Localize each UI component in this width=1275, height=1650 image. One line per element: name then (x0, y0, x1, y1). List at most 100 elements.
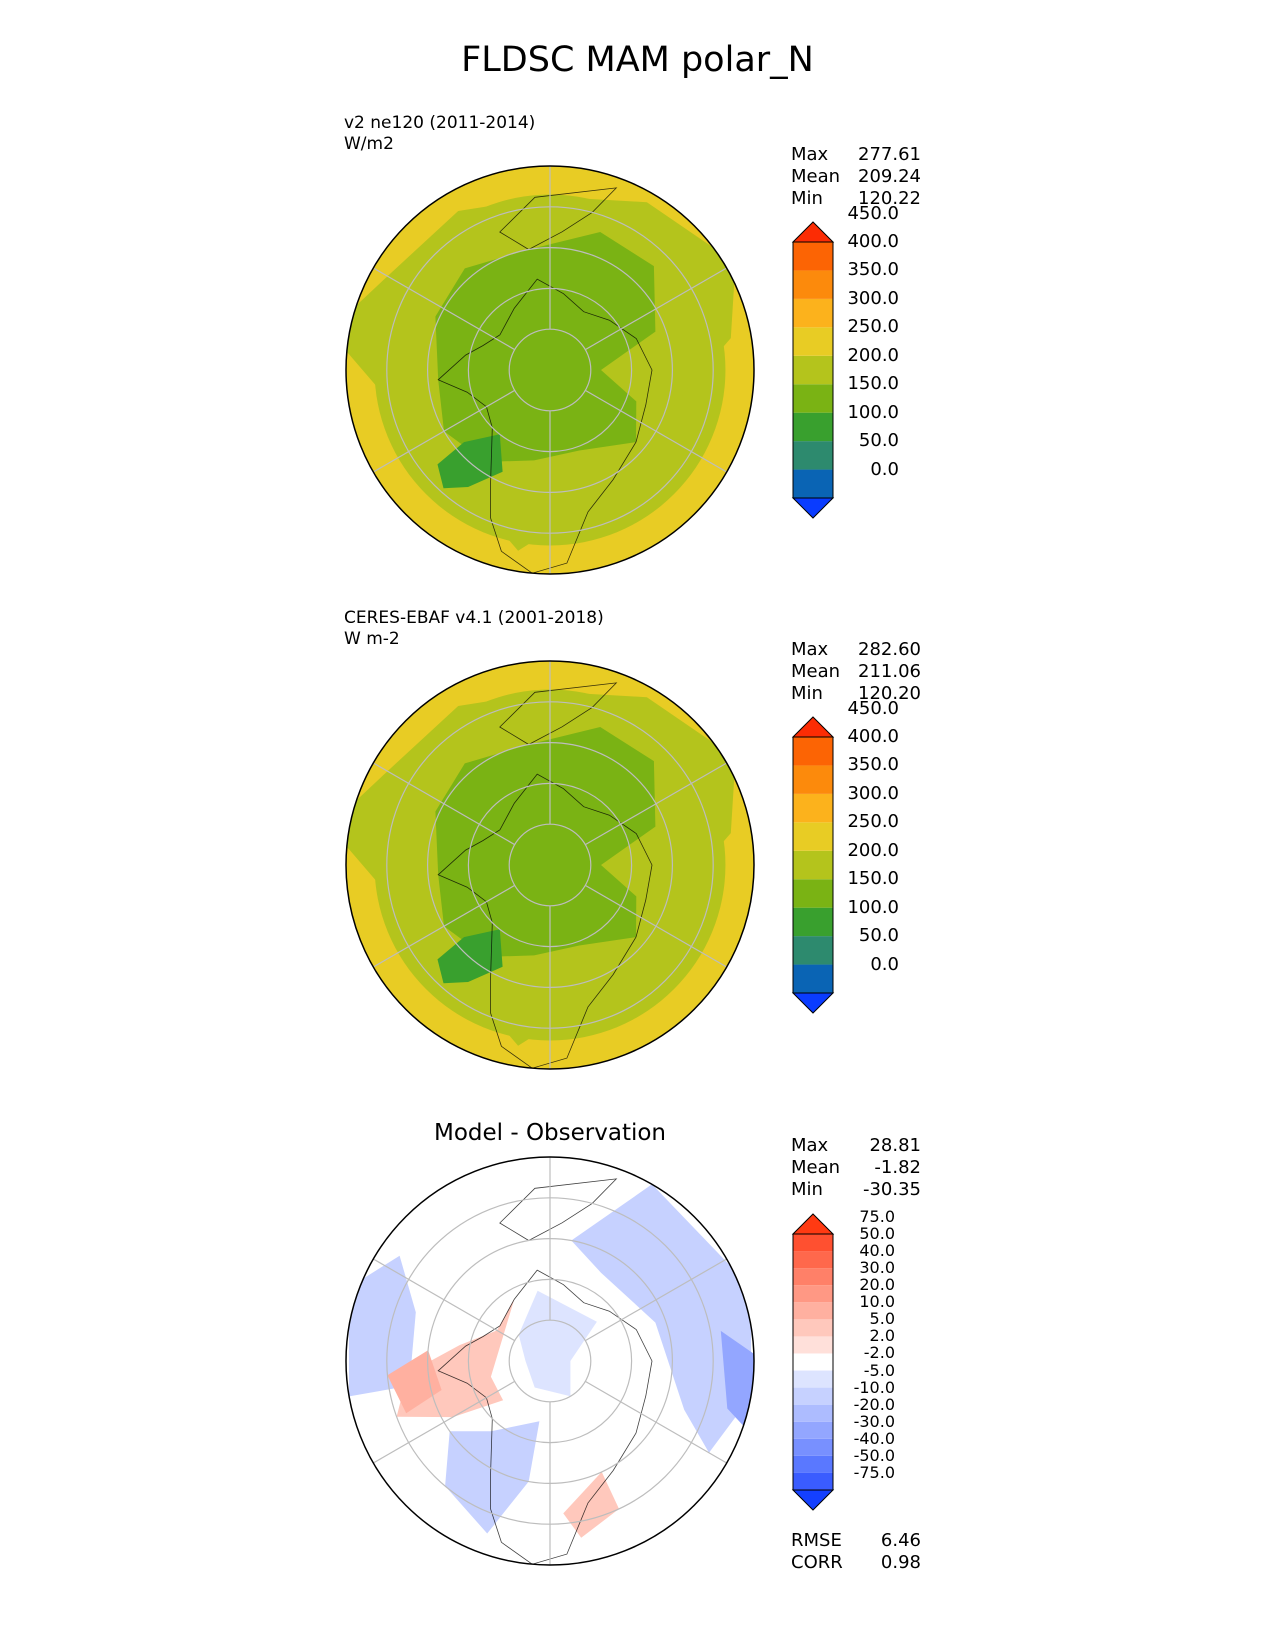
colorbar-tick-label: 400.0 (847, 231, 899, 252)
colorbar-tick-label: 75.0 (859, 1206, 895, 1226)
mean-label: Mean (791, 166, 841, 187)
colorbar-tick-label: 250.0 (847, 316, 899, 338)
colorbar-box (793, 822, 833, 851)
colorbar-tick-label: -40.0 (853, 1428, 895, 1448)
colorbar-box (793, 298, 833, 328)
colorbar-tick-label: -30.0 (853, 1411, 895, 1431)
rmse-label: RMSE (791, 1530, 842, 1551)
colorbar-box (793, 737, 833, 766)
colorbar-box (793, 1336, 833, 1354)
min-value: 120.22 (858, 188, 921, 209)
colorbar-under-tip (791, 992, 835, 1014)
corr-value: 0.98 (880, 1552, 921, 1573)
colorbar-tick-label: 100.0 (847, 401, 899, 423)
colorbar-box (793, 384, 833, 413)
map-boundary (345, 165, 755, 575)
colorbar-tick-label: 40.0 (859, 1241, 895, 1261)
colorbar-tick-label: 100.0 (847, 896, 899, 918)
colorbar-box (793, 469, 833, 498)
colorbar-box (793, 1387, 833, 1405)
diff-metrics: RMSE 6.46 CORR 0.98 (791, 1530, 921, 1574)
colorbar-tick-label: -50.0 (853, 1445, 895, 1465)
colorbar-tick-label: 350.0 (847, 754, 899, 776)
max-value: 28.81 (869, 1135, 921, 1156)
coastline (499, 187, 618, 250)
diff-neg-region-west (348, 1255, 416, 1397)
colorbar-box (793, 1251, 833, 1269)
colorbar-box (793, 1404, 833, 1422)
diff-pos-region-south (563, 1471, 619, 1538)
colorbar-box (793, 1472, 833, 1490)
map-field (346, 661, 754, 1069)
colorbar-box (793, 1234, 833, 1252)
figure-title: FLDSC MAM polar_N (461, 40, 814, 80)
colorbar-tick-label: 300.0 (847, 782, 899, 804)
colorbar-box (793, 1268, 833, 1286)
map-boundary (345, 1156, 755, 1566)
latitude-circle (508, 823, 592, 907)
colorbar-tick-label: 2.0 (869, 1326, 895, 1346)
colorbar-tick-label: -2.0 (863, 1343, 895, 1363)
min-label: Min (791, 683, 823, 704)
model-polar-map (345, 165, 755, 575)
colorbar-box (793, 1302, 833, 1320)
colorbar-box (793, 1319, 833, 1337)
map-field (346, 1157, 754, 1565)
max-value: 282.60 (858, 639, 921, 660)
colorbar-tick-label: 400.0 (847, 726, 899, 747)
meridian-line (585, 1380, 727, 1464)
diff-neg-region-south (445, 1421, 540, 1534)
colorbar-tick-label: 0.0 (870, 953, 899, 975)
map-boundary (345, 660, 755, 1070)
diff-stats: Max 28.81 Mean -1.82 Min -30.35 (791, 1135, 921, 1201)
colorbar-tick-label: 10.0 (859, 1292, 895, 1312)
diff-polar-map (345, 1156, 755, 1566)
colorbar-box (793, 412, 833, 442)
diff-colorbar (791, 1213, 835, 1511)
meridian-line (585, 1258, 727, 1342)
max-label: Max (791, 639, 829, 660)
meridian-line (585, 267, 727, 351)
colorbar-over-tip (791, 716, 835, 738)
model-panel-label: v2 ne120 (2011-2014) W/m2 (344, 113, 535, 155)
colorbar-box (793, 327, 833, 356)
min-label: Min (791, 188, 823, 209)
colorbar-under-tip (791, 497, 835, 519)
diff-panel-title: Model - Observation (433, 1120, 667, 1146)
colorbar-tick-label: 200.0 (847, 344, 899, 366)
colorbar-tick-label: 200.0 (847, 839, 899, 861)
rmse-value: 6.46 (880, 1530, 921, 1551)
meridian-line (373, 389, 515, 473)
model-label-line1: v2 ne120 (2011-2014) (344, 113, 536, 133)
colorbar-box (793, 907, 833, 937)
colorbar-frame (792, 1233, 834, 1491)
meridian-line (373, 1258, 515, 1342)
obs-label-line2: W m-2 (344, 629, 400, 649)
colorbar-tick-label: 350.0 (847, 259, 899, 281)
colorbar-frame (792, 736, 834, 994)
mean-label: Mean (791, 661, 841, 682)
colorbar-box (793, 1438, 833, 1456)
min-value: 120.20 (858, 683, 921, 704)
model-colorbar (791, 221, 835, 519)
colorbar-box (793, 1455, 833, 1473)
colorbar-tick-label: 450.0 (847, 697, 899, 719)
coastline (499, 1178, 618, 1241)
colorbar-tick-label: 150.0 (847, 868, 899, 890)
mean-value: 209.24 (858, 166, 921, 187)
colorbar-box (793, 270, 833, 299)
obs-colorbar (791, 716, 835, 1014)
colorbar-box (793, 355, 833, 385)
colorbar-box (793, 879, 833, 908)
model-label-line2: W/m2 (344, 134, 394, 154)
colorbar-box (793, 1370, 833, 1388)
meridian-line (373, 762, 515, 846)
colorbar-over-tip (791, 1213, 835, 1235)
meridian-line (373, 884, 515, 968)
meridian-line (585, 884, 727, 968)
colorbar-box (793, 441, 833, 470)
map-field (346, 166, 754, 574)
max-label: Max (791, 144, 829, 165)
colorbar-tick-label: -5.0 (863, 1360, 895, 1380)
colorbar-box (793, 850, 833, 880)
